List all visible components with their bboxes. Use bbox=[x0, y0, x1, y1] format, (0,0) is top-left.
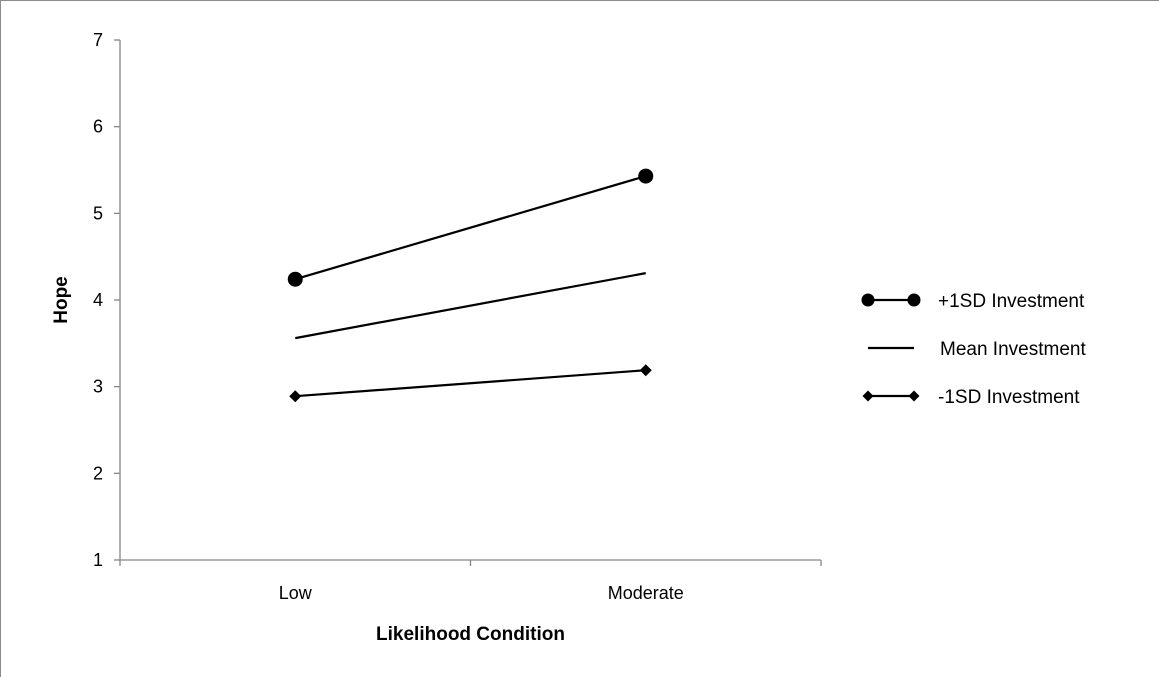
legend: +1SD Investment Mean Investment -1SD Inves… bbox=[861, 291, 1086, 408]
y-tick-label: 1 bbox=[93, 550, 103, 570]
y-tick-label: 2 bbox=[93, 463, 103, 483]
data-point-diamond bbox=[289, 390, 302, 403]
series-line bbox=[294, 175, 647, 281]
y-tick-label: 7 bbox=[93, 30, 103, 50]
legend-item: -1SD Investment bbox=[862, 387, 1080, 408]
x-axis-title: Likelihood Condition bbox=[376, 624, 565, 645]
data-point-circle bbox=[287, 271, 303, 287]
x-tick-label: Moderate bbox=[608, 583, 684, 603]
data-point-circle bbox=[638, 168, 654, 184]
data-point-diamond bbox=[908, 390, 920, 402]
legend-label: +1SD Investment bbox=[938, 291, 1085, 312]
data-point-circle bbox=[861, 293, 875, 307]
data-point-diamond bbox=[862, 390, 874, 402]
data-point-circle bbox=[907, 293, 921, 307]
series-1 bbox=[287, 168, 654, 287]
y-tick-label: 5 bbox=[93, 203, 103, 223]
series-3 bbox=[289, 364, 652, 403]
series-line bbox=[295, 272, 646, 340]
data-point-diamond bbox=[639, 364, 652, 377]
y-axis-title: Hope bbox=[51, 276, 72, 324]
legend-label: Mean Investment bbox=[940, 339, 1086, 360]
series-2 bbox=[295, 272, 646, 340]
series-line bbox=[295, 369, 646, 398]
y-tick-label: 3 bbox=[93, 377, 103, 397]
legend-item: Mean Investment bbox=[868, 339, 1086, 360]
axes: 1 2 3 4 5 6 7 Low Moderate bbox=[93, 30, 822, 603]
series-layer bbox=[287, 168, 654, 403]
legend-label: -1SD Investment bbox=[938, 387, 1080, 408]
x-tick-label: Low bbox=[279, 583, 313, 603]
y-tick-label: 6 bbox=[93, 117, 103, 137]
y-tick-label: 4 bbox=[93, 290, 103, 310]
legend-item: +1SD Investment bbox=[861, 291, 1085, 312]
